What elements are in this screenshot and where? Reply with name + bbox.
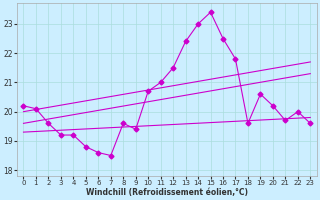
X-axis label: Windchill (Refroidissement éolien,°C): Windchill (Refroidissement éolien,°C) [86, 188, 248, 197]
